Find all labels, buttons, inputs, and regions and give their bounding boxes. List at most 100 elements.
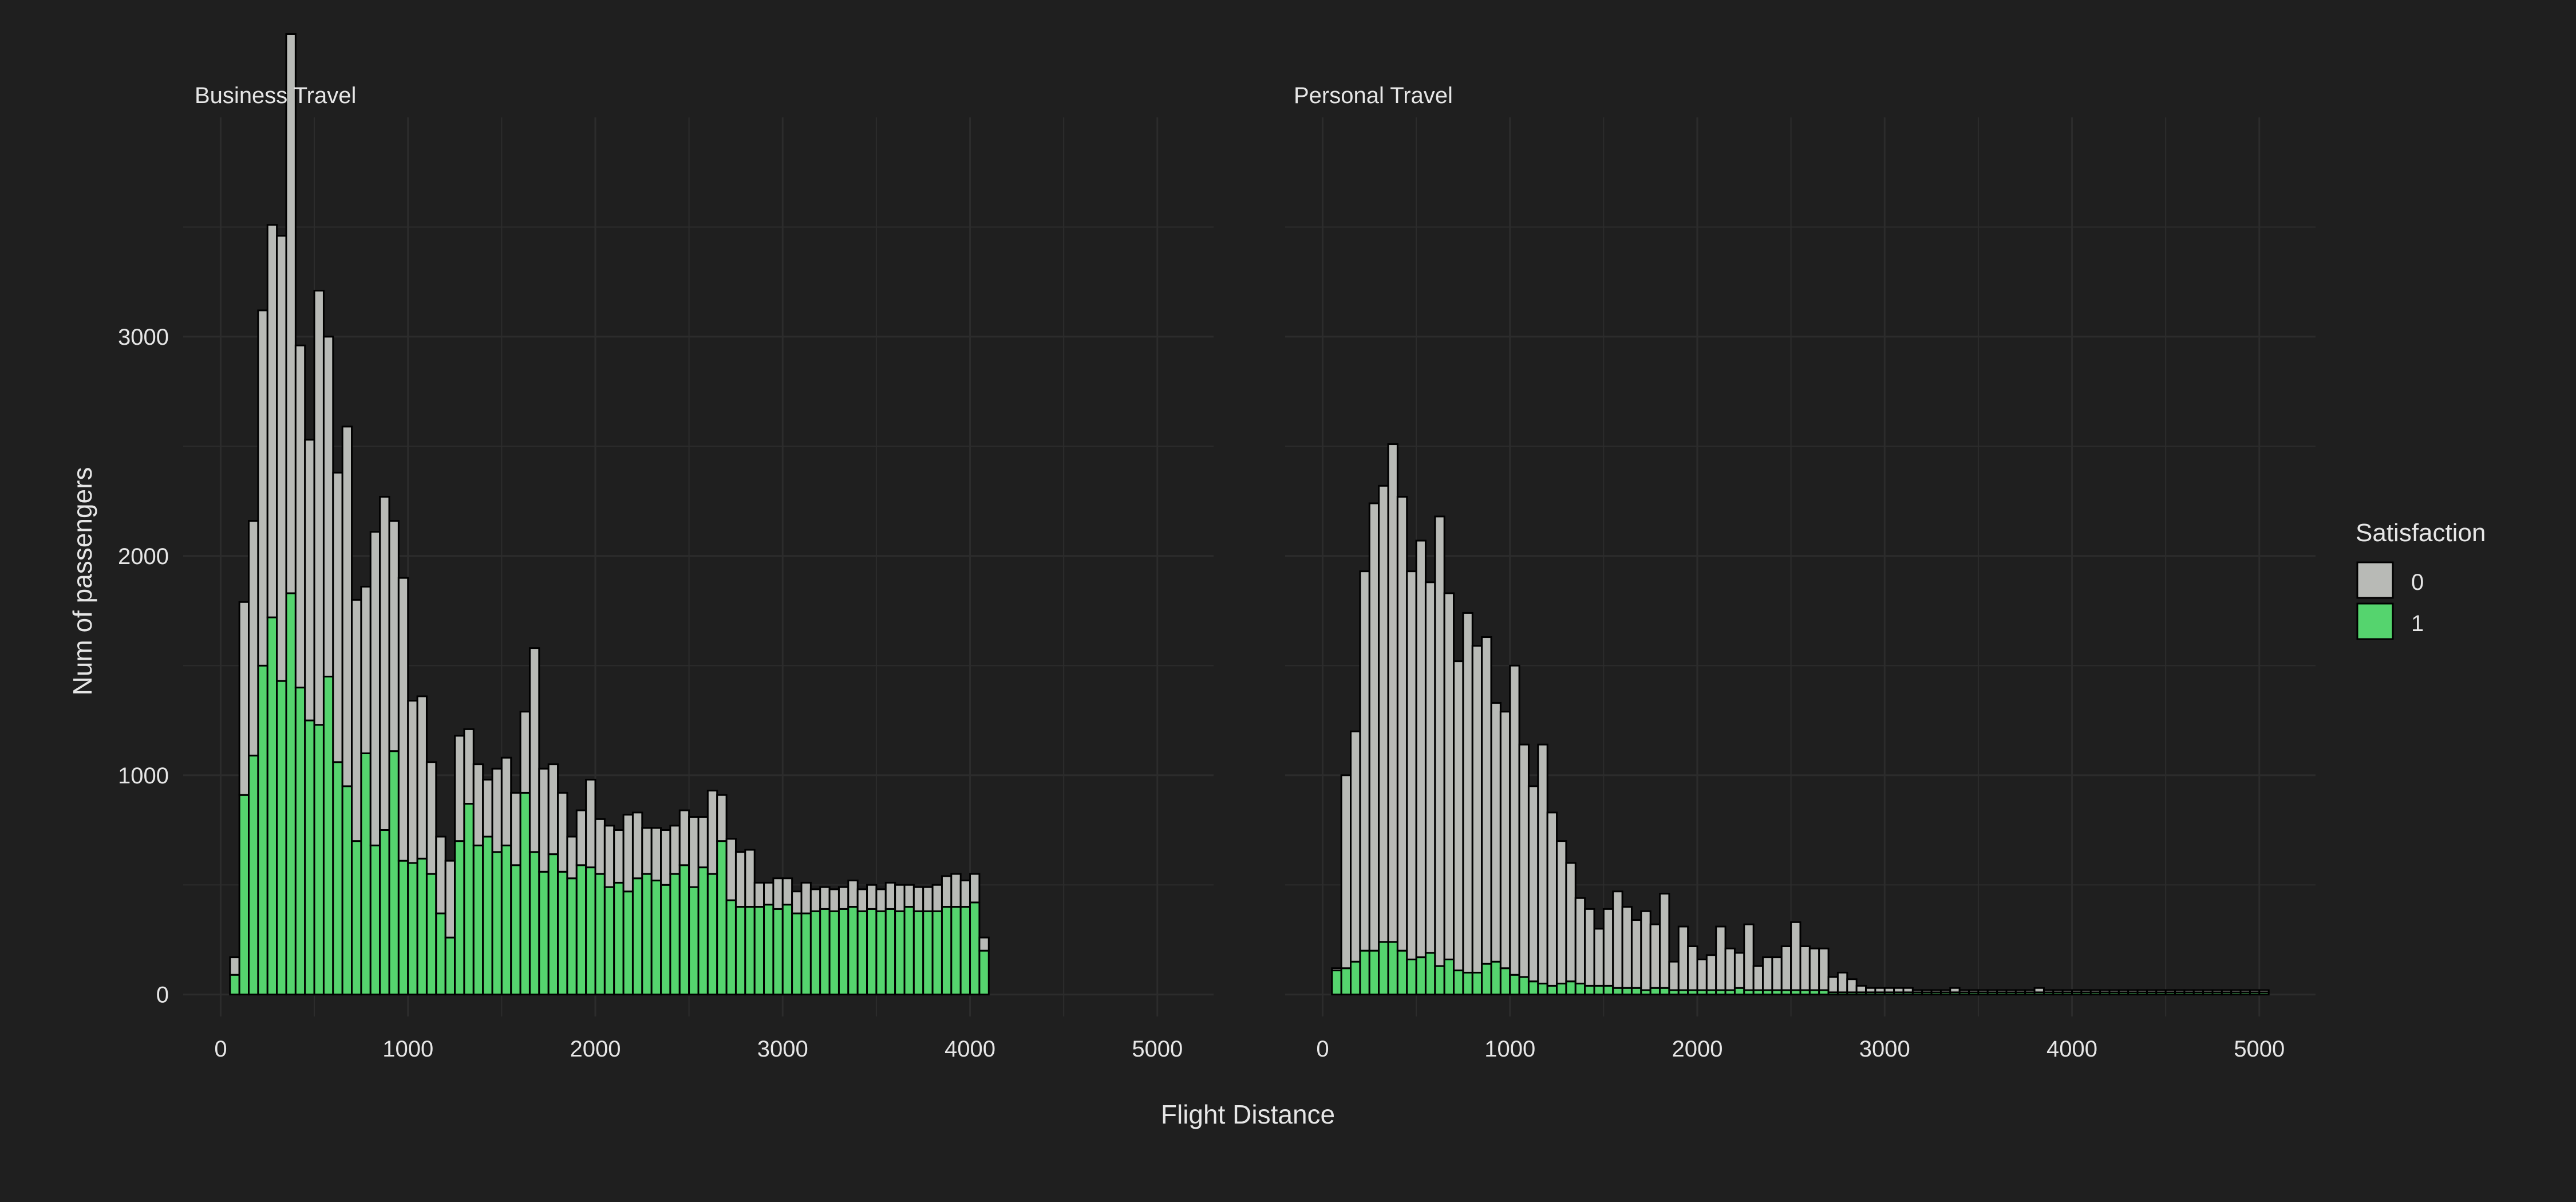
x-tick-label: 5000 [2234, 1037, 2285, 1062]
bar-satisfied-0 [688, 816, 700, 888]
bar-satisfied-1 [734, 906, 746, 996]
bar-satisfied-0 [2080, 989, 2092, 994]
bar-satisfied-1 [482, 836, 493, 996]
bar-satisfied-0 [2258, 989, 2270, 994]
bar-satisfied-1 [1368, 949, 1380, 996]
bar-satisfied-0 [706, 790, 718, 875]
bar-satisfied-1 [856, 910, 868, 996]
bar-satisfied-1 [1378, 941, 1389, 996]
bar-satisfied-0 [819, 886, 831, 910]
bar-satisfied-0 [1827, 976, 1839, 994]
bar-satisfied-0 [2183, 989, 2195, 994]
bar-satisfied-0 [856, 888, 868, 912]
panel-title: Personal Travel [1294, 83, 1453, 108]
bar-satisfied-1 [875, 910, 887, 996]
x-tick-label: 2000 [570, 1037, 621, 1062]
bar-satisfied-1 [1350, 960, 1361, 996]
bar-satisfied-0 [1406, 570, 1417, 960]
bar-satisfied-1 [1565, 980, 1577, 996]
bar-satisfied-1 [1509, 974, 1520, 996]
y-tick-label: 1000 [118, 763, 169, 789]
bar-satisfied-1 [1331, 970, 1342, 996]
x-tick-label: 0 [214, 1037, 227, 1062]
bar-satisfied-1 [603, 886, 615, 996]
bar-satisfied-0 [847, 880, 859, 908]
bar-satisfied-0 [2192, 989, 2204, 994]
bar-satisfied-0 [528, 647, 540, 853]
bar-satisfied-0 [866, 884, 878, 910]
bar-satisfied-1 [463, 803, 475, 996]
bar-satisfied-1 [866, 908, 878, 996]
bar-satisfied-1 [931, 910, 943, 996]
bar-satisfied-0 [491, 767, 503, 853]
bar-satisfied-0 [1630, 919, 1642, 989]
bar-satisfied-0 [388, 520, 400, 752]
bar-satisfied-1 [575, 864, 587, 996]
bar-satisfied-1 [229, 974, 240, 996]
bar-satisfied-0 [313, 290, 325, 726]
bar-satisfied-0 [613, 829, 625, 884]
bar-satisfied-0 [1621, 906, 1633, 989]
bar-satisfied-1 [941, 906, 953, 996]
bar-satisfied-0 [1359, 570, 1370, 952]
bar-satisfied-0 [2108, 989, 2120, 994]
bar-satisfied-0 [1930, 989, 1942, 994]
bar-satisfied-1 [912, 910, 924, 996]
bar-satisfied-1 [360, 752, 372, 996]
bar-satisfied-1 [257, 664, 268, 996]
bar-satisfied-0 [594, 818, 606, 875]
bar-satisfied-0 [772, 877, 784, 910]
bar-satisfied-0 [2061, 989, 2073, 994]
bar-satisfied-1 [1359, 949, 1370, 996]
bar-satisfied-0 [1762, 956, 1773, 991]
bar-satisfied-0 [2024, 989, 2036, 994]
bar-satisfied-1 [650, 880, 662, 996]
bar-satisfied-0 [884, 881, 896, 910]
bar-satisfied-1 [828, 910, 840, 996]
bar-satisfied-0 [2005, 989, 2017, 994]
bar-satisfied-0 [1415, 539, 1427, 959]
bar-satisfied-0 [1808, 947, 1820, 991]
bar-satisfied-1 [238, 794, 250, 996]
y-tick-label: 2000 [118, 544, 169, 569]
bar-satisfied-1 [1490, 960, 1502, 996]
bar-satisfied-0 [941, 875, 953, 908]
bar-satisfied-0 [1556, 840, 1567, 985]
bar-satisfied-0 [1574, 897, 1586, 985]
bar-satisfied-1 [276, 680, 287, 996]
bar-satisfied-1 [547, 853, 559, 996]
bar-satisfied-0 [1780, 945, 1792, 991]
bar-satisfied-0 [903, 884, 915, 908]
bar-satisfied-1 [397, 860, 409, 996]
bar-satisfied-0 [875, 888, 887, 912]
x-tick-label: 1000 [382, 1037, 433, 1062]
bar-satisfied-0 [1593, 928, 1605, 987]
bar-satisfied-1 [1584, 984, 1595, 996]
bar-satisfied-0 [2230, 989, 2242, 994]
bar-satisfied-0 [463, 728, 475, 805]
bar-satisfied-0 [1705, 954, 1717, 991]
bar-satisfied-0 [2033, 987, 2045, 994]
bar-satisfied-0 [1462, 612, 1473, 974]
bar-satisfied-0 [1396, 495, 1408, 952]
bar-satisfied-1 [266, 616, 278, 996]
bar-satisfied-0 [931, 884, 943, 912]
bar-satisfied-0 [912, 886, 924, 912]
bar-satisfied-1 [1415, 956, 1427, 996]
bar-satisfied-1 [1612, 987, 1623, 996]
x-tick-label: 2000 [1672, 1037, 1723, 1062]
bar-satisfied-1 [538, 870, 550, 996]
bar-satisfied-1 [660, 884, 671, 996]
bar-satisfied-0 [1368, 502, 1380, 952]
bar-satisfied-0 [1986, 989, 1998, 994]
bar-satisfied-0 [1490, 702, 1502, 963]
bar-satisfied-1 [763, 904, 775, 996]
bar-satisfied-0 [650, 827, 662, 882]
bar-satisfied-0 [2174, 989, 2186, 994]
bar-satisfied-0 [716, 794, 728, 842]
bar-satisfied-0 [631, 811, 643, 880]
bar-satisfied-0 [800, 881, 812, 915]
panel-personal-travel: 0 1000 2000 3000 4000 5000 Personal Travel [1285, 83, 2316, 1062]
